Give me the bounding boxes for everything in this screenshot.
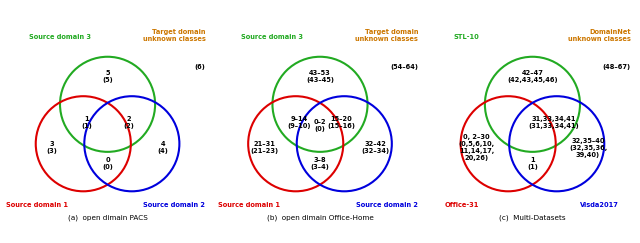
Text: (b)  open dimain Office-Home: (b) open dimain Office-Home xyxy=(267,214,373,221)
Text: Source domain 2: Source domain 2 xyxy=(143,202,205,208)
Text: 3–8
(3–4): 3–8 (3–4) xyxy=(310,157,330,171)
Text: 31,33,34,41
(31,33,34,41): 31,33,34,41 (31,33,34,41) xyxy=(528,116,579,129)
Text: 2
(2): 2 (2) xyxy=(124,116,134,129)
Text: 1
(1): 1 (1) xyxy=(527,157,538,171)
Text: 21–31
(21–23): 21–31 (21–23) xyxy=(250,141,278,154)
Text: Office-31: Office-31 xyxy=(444,202,479,208)
Text: 1
(1): 1 (1) xyxy=(81,116,92,129)
Text: Visda2017: Visda2017 xyxy=(580,202,619,208)
Text: 0–2
(0): 0–2 (0) xyxy=(314,119,326,131)
Text: 15–20
(15–16): 15–20 (15–16) xyxy=(327,116,355,129)
Text: (a)  open dimain PACS: (a) open dimain PACS xyxy=(68,214,147,221)
Text: Target domain
unknown classes: Target domain unknown classes xyxy=(143,29,205,43)
Text: 32–42
(32–34): 32–42 (32–34) xyxy=(362,141,390,154)
Text: (c)  Multi-Datasets: (c) Multi-Datasets xyxy=(499,214,566,221)
Text: 43–53
(43–45): 43–53 (43–45) xyxy=(306,70,334,84)
Text: Source domain 2: Source domain 2 xyxy=(356,202,418,208)
Text: Target domain
unknown classes: Target domain unknown classes xyxy=(355,29,418,43)
Text: 3
(3): 3 (3) xyxy=(47,141,58,154)
Text: Source domain 3: Source domain 3 xyxy=(241,34,303,40)
Text: Source domain 1: Source domain 1 xyxy=(218,202,280,208)
Text: 32,35–40
(32,35,36,
39,40): 32,35–40 (32,35,36, 39,40) xyxy=(569,138,607,158)
Text: 0
(0): 0 (0) xyxy=(102,157,113,171)
Text: (6): (6) xyxy=(195,64,205,70)
Text: 4
(4): 4 (4) xyxy=(158,141,168,154)
Text: STL-10: STL-10 xyxy=(454,34,479,40)
Text: 42–47
(42,43,45,46): 42–47 (42,43,45,46) xyxy=(507,70,557,84)
Text: (54–64): (54–64) xyxy=(390,64,418,70)
Text: DomainNet
unknown classes: DomainNet unknown classes xyxy=(568,29,630,43)
Text: Source domain 3: Source domain 3 xyxy=(29,34,91,40)
Text: Source domain 1: Source domain 1 xyxy=(6,202,68,208)
Text: 5
(5): 5 (5) xyxy=(102,70,113,84)
Text: 9–14
(9–10): 9–14 (9–10) xyxy=(287,116,310,129)
Text: (48–67): (48–67) xyxy=(602,64,630,70)
Text: 0, 2–30
(0,5,6,10,
11,14,17,
20,26): 0, 2–30 (0,5,6,10, 11,14,17, 20,26) xyxy=(459,134,495,161)
